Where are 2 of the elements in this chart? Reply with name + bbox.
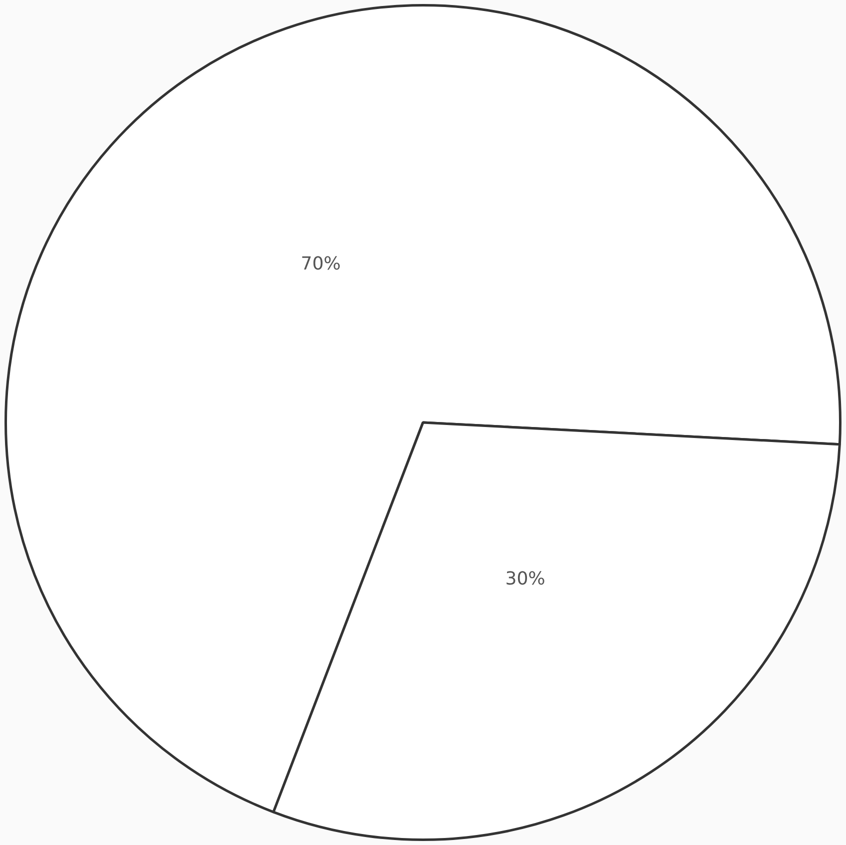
data-label: 70% xyxy=(300,254,341,275)
data-label: 30% xyxy=(505,568,546,590)
